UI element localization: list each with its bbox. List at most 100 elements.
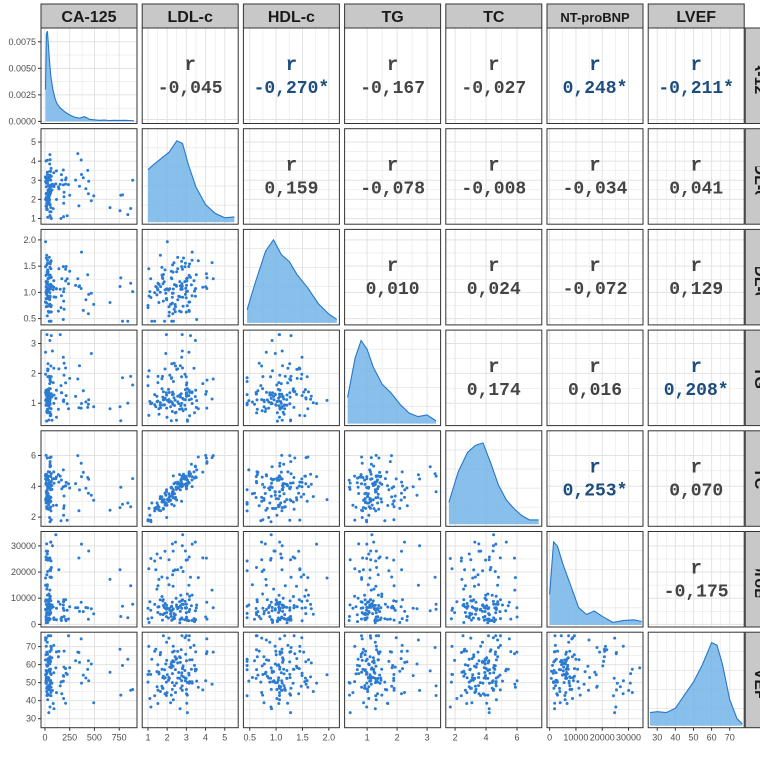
scatter-point — [379, 497, 383, 501]
scatter-point — [594, 673, 598, 677]
scatter-point — [49, 644, 53, 648]
correlation-value: -0,008 — [461, 179, 526, 199]
scatter-point — [49, 334, 53, 338]
scatter-point — [383, 617, 387, 621]
scatter-point — [86, 667, 90, 671]
scatter-point — [400, 568, 404, 572]
scatter-point — [168, 608, 172, 612]
scatter-point — [49, 569, 53, 573]
correlation-label: r — [488, 356, 499, 378]
scatter-point — [281, 609, 285, 613]
scatter-point — [45, 690, 49, 693]
scatter-point — [300, 477, 304, 481]
scatter-point — [129, 207, 133, 210]
scatter-point — [194, 388, 198, 392]
scatter-point — [374, 694, 378, 698]
scatter-point — [361, 651, 365, 654]
scatter-point — [250, 400, 254, 404]
scatter-point — [347, 619, 351, 622]
scatter-point — [179, 593, 183, 597]
scatter-point — [374, 608, 377, 612]
scatter-point — [480, 609, 484, 613]
scatter-point — [369, 679, 373, 683]
scatter-point — [379, 474, 383, 478]
scatter-point — [62, 513, 66, 517]
scatter-point — [279, 671, 283, 675]
scatter-point — [288, 650, 292, 654]
scatter-point — [175, 270, 179, 274]
density-line — [44, 31, 135, 122]
scatter-point — [286, 381, 290, 385]
scatter-point — [288, 395, 292, 399]
scatter-point — [285, 621, 289, 625]
scatter-point — [50, 477, 54, 481]
scatter-point — [167, 314, 171, 318]
scatter-point — [462, 598, 466, 602]
scatter-point — [469, 558, 473, 562]
scatter-point — [150, 616, 154, 620]
scatter-point — [155, 552, 159, 556]
scatter-point — [386, 701, 389, 705]
scatter-point — [303, 680, 307, 684]
scatter-point — [354, 505, 358, 509]
scatter-point — [46, 664, 50, 668]
scatter-point — [79, 406, 83, 410]
scatter-point — [463, 663, 467, 667]
scatter-point — [65, 277, 69, 281]
scatter-point — [261, 518, 265, 522]
scatter-point — [68, 193, 72, 197]
scatter-point — [281, 364, 285, 368]
scatter-point — [50, 284, 54, 288]
scatter-point — [61, 603, 65, 607]
scatter-point — [366, 676, 370, 679]
scatter-point — [467, 680, 471, 684]
scatter-point — [513, 682, 517, 686]
scatter-point — [178, 656, 182, 660]
scatter-point — [369, 588, 373, 592]
scatter-point — [86, 491, 90, 495]
scatter-point — [167, 288, 170, 292]
scatter-point — [485, 604, 489, 608]
scatter-point — [400, 549, 403, 553]
scatter-point — [49, 472, 53, 476]
scatter-point — [260, 664, 264, 668]
scatter-point — [45, 204, 49, 208]
scatter-point — [261, 693, 265, 697]
scatter-point — [392, 518, 396, 522]
scatter-point — [163, 288, 167, 292]
scatter-point — [363, 478, 367, 482]
scatter-point — [146, 673, 150, 676]
scatter-point — [205, 406, 209, 410]
scatter-point — [46, 173, 49, 176]
scatter-point — [131, 477, 135, 481]
column-strip-tg: TG — [344, 3, 442, 29]
scatter-point — [201, 688, 205, 692]
scatter-point — [49, 611, 53, 615]
scatter-point — [118, 647, 122, 651]
scatter-point — [280, 647, 284, 651]
row-label: HDL-c — [751, 254, 760, 301]
scatter-point — [369, 682, 373, 686]
scatter-point — [325, 398, 329, 402]
scatter-point — [399, 605, 403, 609]
scatter-point — [180, 333, 184, 337]
scatter-point — [491, 544, 495, 548]
scatter-point — [129, 584, 133, 588]
scatter-point — [173, 398, 177, 402]
scatter-point — [150, 657, 154, 661]
scatter-point — [185, 659, 188, 663]
scatter-point — [64, 279, 68, 283]
scatter-point — [309, 607, 313, 611]
panel-r2-c4: r0,024 — [445, 228, 543, 326]
scatter-point — [292, 634, 296, 638]
panel-r1-c5: r-0,034 — [546, 128, 644, 225]
scatter-point — [263, 492, 267, 495]
scatter-point — [48, 516, 52, 519]
scatter-point — [377, 556, 381, 560]
scatter-point — [161, 276, 164, 280]
scatter-point — [486, 669, 490, 672]
scatter-point — [260, 570, 264, 573]
scatter-point — [49, 576, 53, 580]
scatter-point — [45, 286, 49, 290]
scatter-point — [58, 333, 62, 337]
